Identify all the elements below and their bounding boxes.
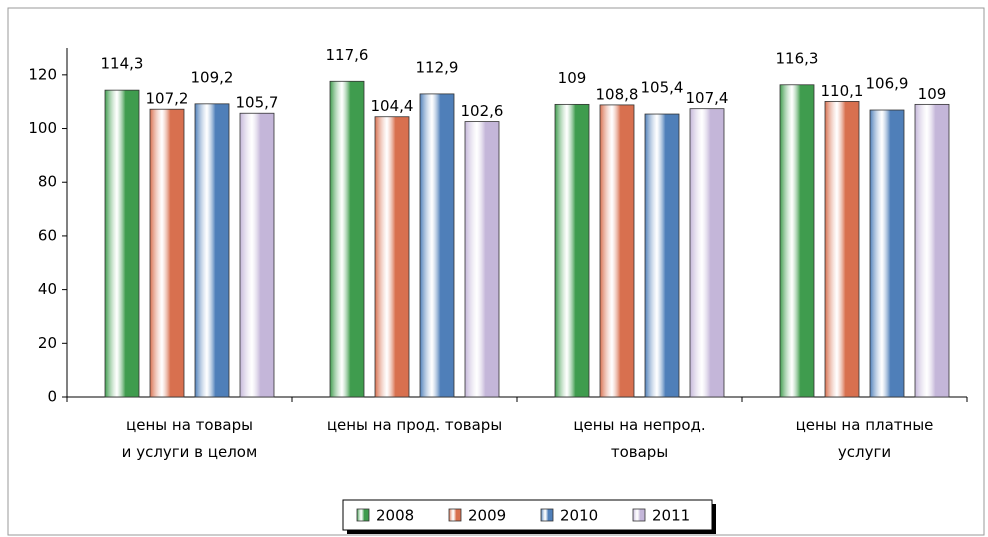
bar [689, 108, 725, 398]
bar [554, 103, 590, 398]
bar [779, 84, 815, 398]
bar [419, 93, 455, 398]
bar [374, 116, 410, 398]
bar [149, 108, 185, 398]
value-label: 109 [558, 69, 587, 87]
y-tick-label: 20 [38, 334, 57, 352]
value-label: 110,1 [821, 82, 864, 100]
bar [824, 101, 860, 398]
value-label: 107,2 [146, 90, 189, 108]
value-label: 116,3 [776, 49, 819, 67]
value-label: 117,6 [326, 46, 369, 64]
bar [644, 113, 680, 398]
bar [239, 112, 275, 398]
y-tick-label: 60 [38, 226, 57, 244]
bar [869, 109, 905, 398]
legend-swatch [632, 508, 646, 522]
y-tick-label: 80 [38, 173, 57, 191]
value-label: 106,9 [866, 75, 909, 93]
value-label: 104,4 [371, 97, 414, 115]
bar [194, 103, 230, 398]
y-tick-label: 100 [28, 119, 57, 137]
legend-swatch [448, 508, 462, 522]
bar [599, 104, 635, 398]
x-tick-label: цены на платные услуги [795, 416, 934, 461]
x-tick-label: цены на прод. товары [326, 416, 503, 434]
bar [914, 103, 950, 398]
legend-label: 2011 [652, 507, 690, 525]
value-label: 105,4 [641, 79, 684, 97]
value-label: 102,6 [461, 102, 504, 120]
bar [104, 89, 140, 398]
value-label: 114,3 [101, 55, 144, 73]
bar [464, 121, 500, 398]
legend-swatch [356, 508, 370, 522]
x-tick-label: цены на товары и услуги в целом [121, 416, 258, 461]
legend-label: 2008 [376, 507, 414, 525]
y-tick-label: 40 [38, 280, 57, 298]
legend-swatch [540, 508, 554, 522]
value-label: 109,2 [191, 68, 234, 86]
legend-label: 2009 [468, 507, 506, 525]
value-label: 112,9 [416, 58, 459, 76]
legend-label: 2010 [560, 507, 598, 525]
bar [329, 80, 365, 398]
legend [342, 499, 713, 531]
y-tick-label: 0 [47, 388, 57, 406]
value-label: 108,8 [596, 85, 639, 103]
x-tick-label: цены на непрод. товары [573, 416, 706, 461]
value-label: 107,4 [686, 89, 729, 107]
value-label: 105,7 [236, 94, 279, 112]
y-tick-label: 120 [28, 65, 57, 83]
value-label: 109 [918, 85, 947, 103]
